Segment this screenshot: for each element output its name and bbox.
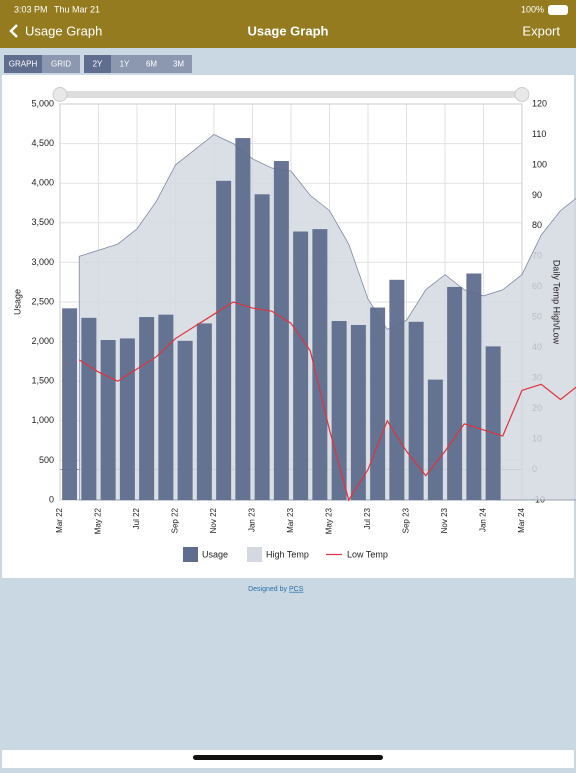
y-tick-label: 3,500 (31, 217, 54, 227)
back-button[interactable]: Usage Graph (25, 23, 102, 38)
y-tick-label: 2,000 (31, 336, 54, 346)
export-button[interactable]: Export (522, 23, 560, 38)
range-button[interactable] (165, 55, 192, 73)
x-tick-label: May 23 (325, 507, 334, 534)
x-tick-label: Nov 22 (209, 507, 218, 533)
tab[interactable] (42, 55, 80, 73)
x-tick-label: Nov 23 (440, 507, 449, 533)
range-label[interactable]: 3M (173, 60, 184, 69)
y2-tick-label: 120 (532, 98, 547, 108)
range-button[interactable] (138, 55, 165, 73)
usage-bar (177, 340, 193, 500)
tab[interactable] (4, 55, 42, 73)
y2-tick-label: 110 (532, 129, 546, 139)
usage-bar (119, 338, 135, 500)
y-axis-label: Usage (12, 289, 22, 315)
usage-bar (216, 180, 232, 500)
usage-bar (485, 346, 501, 500)
slider-handle[interactable] (514, 87, 530, 102)
legend-label: Low Temp (347, 549, 388, 559)
status-time: 3:03 PM (14, 4, 48, 14)
x-tick-label: Jul 22 (132, 507, 141, 529)
y-tick-label: 5,000 (31, 98, 54, 108)
usage-bar (466, 273, 482, 500)
range-button[interactable] (84, 55, 111, 73)
low-temp-line (78, 301, 576, 502)
usage-bar (100, 340, 116, 500)
usage-bar (293, 231, 309, 500)
usage-bar (427, 379, 443, 500)
x-tick-label: Jan 23 (248, 507, 257, 532)
y-tick-label: 4,000 (31, 178, 54, 188)
battery-icon (548, 5, 568, 15)
range-label[interactable]: 6M (146, 60, 157, 69)
usage-bar (139, 317, 155, 500)
x-tick-label: Sep 22 (171, 507, 180, 533)
usage-bar (235, 138, 251, 500)
nav-title: Usage Graph (248, 23, 329, 38)
x-tick-label: Jul 23 (363, 507, 372, 529)
range-button[interactable] (111, 55, 138, 73)
usage-bar (273, 161, 289, 501)
legend-swatch (247, 547, 262, 562)
x-tick-label: Mar 23 (286, 507, 295, 532)
y2-axis-label: Daily Temp High/Low (552, 260, 562, 345)
y-tick-label: 500 (39, 455, 54, 465)
y2-tick-label: 80 (532, 220, 542, 230)
x-tick-label: Sep 23 (402, 507, 411, 533)
status-date: Thu Mar 21 (54, 4, 100, 14)
slider-handle[interactable] (52, 87, 68, 102)
legend-swatch (183, 547, 198, 562)
usage-bar (81, 317, 97, 500)
x-tick-label: Mar 24 (517, 507, 526, 532)
usage-bar (158, 314, 174, 500)
y-tick-label: 1,500 (31, 376, 54, 386)
y2-tick-label: 100 (532, 159, 547, 169)
usage-bar (350, 324, 366, 500)
usage-bar (196, 323, 212, 500)
range-label[interactable]: 2Y (93, 60, 103, 69)
y-tick-label: 1,000 (31, 415, 54, 425)
x-tick-label: Jan 24 (479, 507, 488, 532)
header-bg (0, 0, 576, 48)
status-battery: 100% (521, 4, 544, 14)
tab-label[interactable]: GRID (51, 60, 71, 69)
usage-bar (312, 229, 328, 501)
range-slider[interactable] (60, 91, 522, 98)
y-tick-label: 2,500 (31, 296, 54, 306)
usage-bar (447, 286, 463, 500)
usage-bar (389, 279, 405, 500)
range-label[interactable]: 1Y (120, 60, 130, 69)
tab-label[interactable]: GRAPH (9, 60, 38, 69)
footer-link[interactable]: PCS (289, 586, 304, 593)
y2-tick-label: 90 (532, 190, 542, 200)
usage-bar (254, 194, 270, 500)
y-tick-label: 4,500 (31, 138, 54, 148)
x-tick-label: May 22 (94, 507, 103, 534)
legend-label: High Temp (266, 549, 309, 559)
home-indicator (193, 755, 383, 760)
legend-label: Usage (202, 549, 228, 559)
back-icon[interactable] (9, 24, 18, 38)
x-tick-label: Mar 22 (55, 507, 64, 532)
usage-bar (408, 321, 424, 500)
footer-prefix: Designed by (248, 586, 287, 593)
usage-bar (331, 321, 347, 500)
usage-bar (62, 308, 78, 500)
y-tick-label: 3,000 (31, 257, 54, 267)
usage-bar (370, 307, 386, 500)
y-tick-label: 0 (49, 494, 54, 504)
